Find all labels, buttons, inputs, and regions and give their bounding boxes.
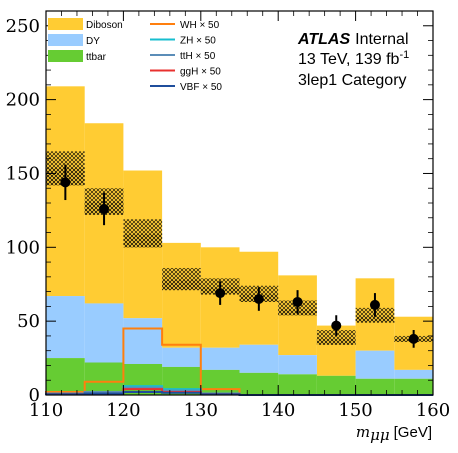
stacked-bars [46, 86, 433, 395]
bar-ttbar-6 [278, 374, 317, 395]
bar-dy-8 [355, 350, 395, 379]
x-tick-label-0: 110 [29, 400, 63, 421]
legend: Diboson DY ttbar WH × 50 ZH × 50 ttH × 50 ggH … [48, 18, 222, 93]
bar-dy-3 [162, 347, 201, 367]
y-tick-label-5: 250 [6, 16, 40, 37]
x-tick-label-4: 150 [338, 400, 372, 421]
y-tick-label-0: 0 [29, 385, 40, 406]
data-point-0 [60, 177, 71, 188]
bar-ttbar-8 [355, 378, 395, 395]
y-tick-label-1: 50 [17, 311, 40, 332]
bar-dy-4 [200, 347, 240, 370]
data-point-1 [99, 203, 110, 214]
bar-dy-9 [394, 369, 433, 379]
lumi-exponent: -1 [399, 49, 409, 61]
bar-ttbar-7 [316, 375, 356, 395]
data-points [60, 164, 419, 348]
x-tick-label-3: 140 [261, 400, 295, 421]
atlas-internal: Internal [355, 31, 408, 48]
bar-dy-0 [46, 296, 85, 359]
atlas-label: ATLAS Internal 13 TeV, 139 fb-1 3lep1 Cat… [297, 31, 409, 89]
legend-label-vbf: VBF × 50 [180, 82, 222, 93]
stat-band-7 [316, 338, 356, 345]
legend-swatch-dy [48, 34, 83, 46]
bar-dy-1 [84, 303, 124, 363]
legend-swatch-ttbar [48, 50, 83, 62]
legend-label-diboson: Diboson [86, 20, 123, 31]
data-point-2 [292, 296, 303, 307]
axis-ticks: 110 120 130 140 150 160 0 50 100 150 200 250 [6, 10, 450, 421]
category-label: 3lep1 Category [298, 72, 407, 89]
svg-text:13 TeV, 139 fb-1: 13 TeV, 139 fb-1 [298, 49, 409, 68]
atlas-wordmark: ATLAS [297, 31, 350, 48]
bar-ttbar-9 [394, 378, 433, 395]
legend-label-ggh: ggH × 50 [180, 67, 221, 78]
data-point-4 [215, 288, 226, 299]
y-tick-label-4: 200 [6, 90, 40, 111]
legend-label-dy: DY [86, 36, 100, 47]
data-point-7 [408, 333, 419, 344]
legend-label-ttbar: ttbar [86, 52, 107, 63]
x-tick-label-2: 130 [184, 400, 218, 421]
bar-ttbar-1 [84, 362, 124, 395]
y-tick-label-2: 100 [6, 237, 40, 258]
stat-band-2 [123, 234, 163, 248]
data-point-5 [331, 320, 342, 331]
x-tick-label-5: 160 [416, 400, 450, 421]
data-point-3 [253, 294, 264, 304]
bar-dy-2 [123, 318, 163, 364]
bar-ttbar-4 [200, 369, 240, 395]
stat-band-3 [162, 279, 201, 291]
energy-lumi-label: 13 TeV, 139 fb [298, 51, 400, 68]
legend-label-tth: ttH × 50 [180, 51, 216, 62]
bar-diboson-3 [162, 242, 201, 348]
data-point-6 [369, 299, 380, 310]
bar-ttbar-2 [123, 363, 163, 395]
y-tick-label-3: 150 [6, 163, 40, 184]
stat-band-8 [355, 316, 395, 323]
legend-swatch-diboson [48, 18, 83, 30]
legend-label-wh: WH × 50 [180, 20, 220, 31]
legend-label-zh: ZH × 50 [180, 36, 216, 47]
bar-ttbar-5 [239, 372, 279, 395]
x-axis-title: mμμ [GeV] [356, 423, 432, 444]
bar-ttbar-0 [46, 358, 85, 395]
bar-dy-6 [278, 355, 317, 375]
bar-dy-5 [239, 344, 279, 373]
x-tick-label-1: 120 [106, 400, 140, 421]
